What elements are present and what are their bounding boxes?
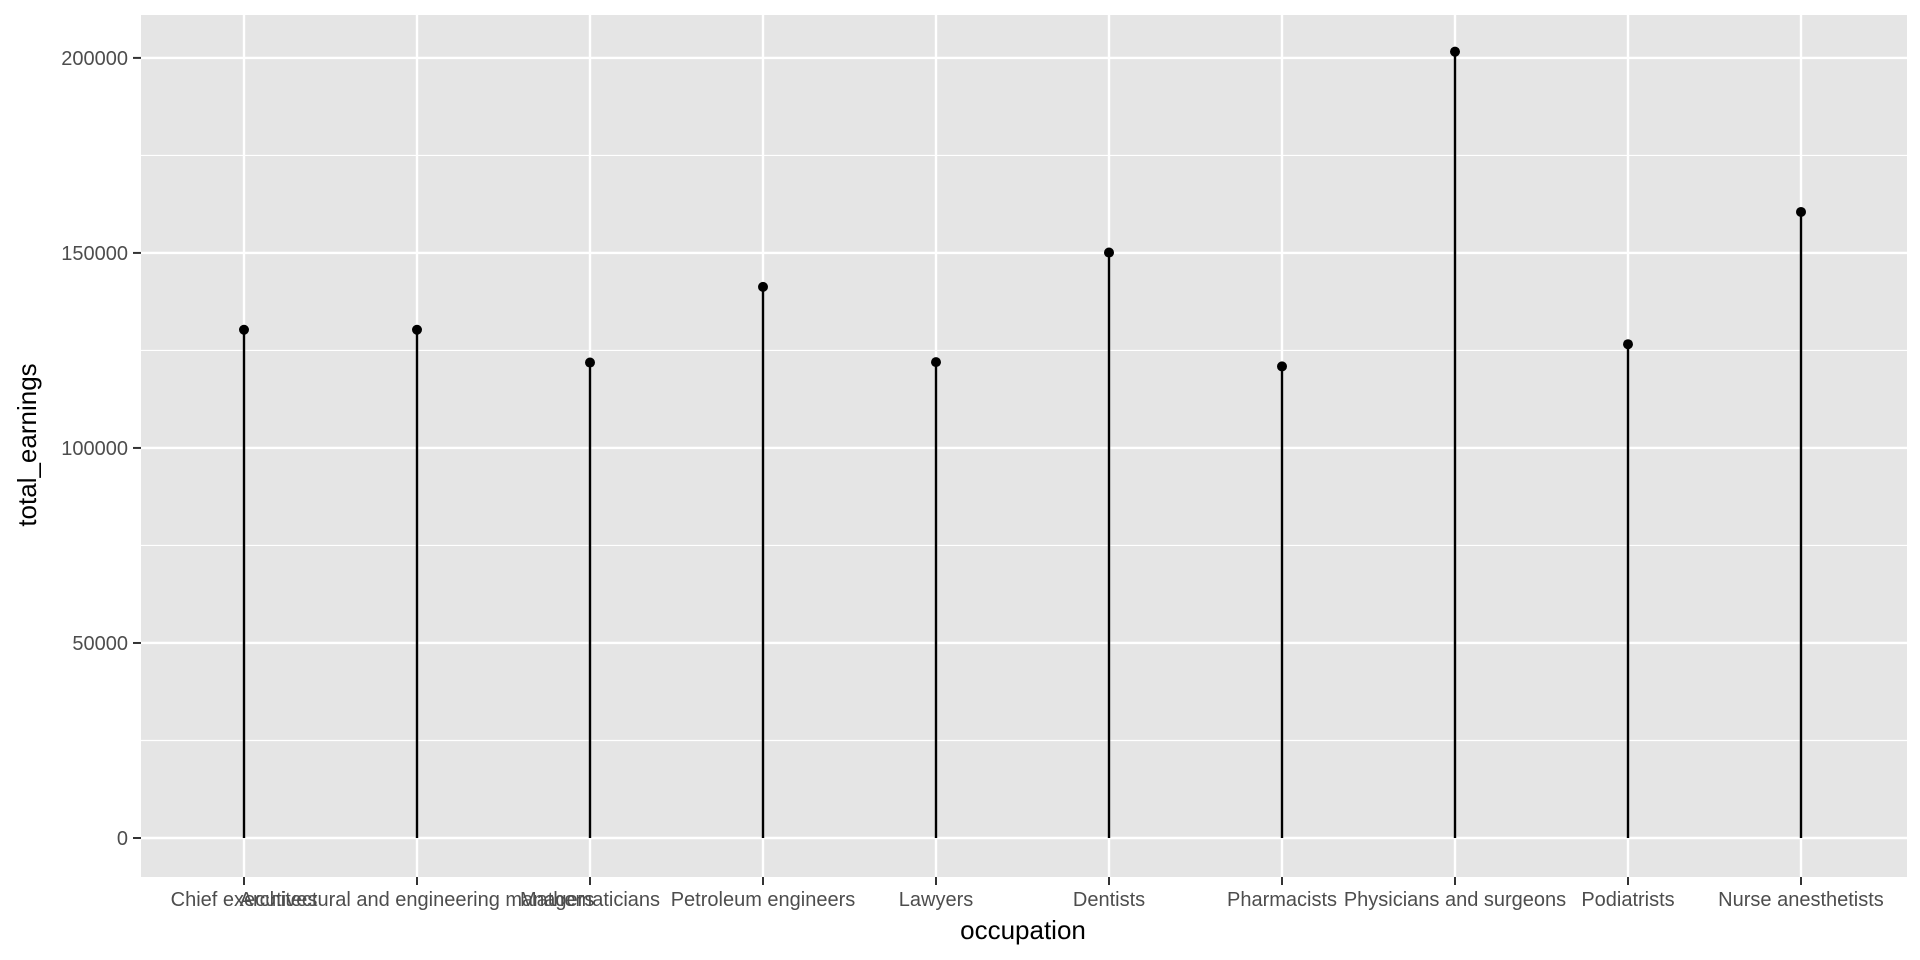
y-tick-label: 100000 (61, 438, 128, 460)
data-point (1450, 46, 1460, 57)
x-tick-label: Mathematicians (520, 889, 660, 911)
data-point (1104, 247, 1114, 258)
x-tick-label: Lawyers (899, 889, 973, 911)
y-axis: 0 50000 100000 150000 200000 (61, 48, 141, 850)
x-tick-label: Nurse anesthetists (1718, 889, 1884, 911)
data-point (931, 357, 941, 368)
data-point (1796, 206, 1806, 217)
plot-panel (141, 15, 1907, 877)
data-point (1277, 361, 1287, 372)
x-tick-label: Physicians and surgeons (1344, 889, 1566, 911)
y-tick-label: 0 (117, 828, 128, 850)
x-tick-label: Architectural and engineering managers (240, 889, 595, 911)
y-tick-label: 200000 (61, 48, 128, 70)
x-tick-label: Podiatrists (1581, 889, 1674, 911)
x-axis-title: occupation (960, 915, 1086, 945)
data-point (1623, 339, 1633, 350)
y-axis-title: total_earnings (12, 363, 42, 526)
x-tick-label: Pharmacists (1227, 889, 1337, 911)
grid-minor (141, 154, 1907, 742)
stems (242, 51, 1803, 838)
x-tick-label: Dentists (1073, 889, 1145, 911)
y-tick-label: 50000 (72, 633, 128, 655)
x-tick-label: Chief executives (171, 889, 318, 911)
x-tick-label: Petroleum engineers (671, 889, 856, 911)
points (239, 46, 1806, 372)
y-tick-label: 150000 (61, 243, 128, 265)
data-point (239, 324, 249, 335)
data-point (585, 357, 595, 368)
data-point (412, 324, 422, 335)
data-point (758, 281, 768, 292)
